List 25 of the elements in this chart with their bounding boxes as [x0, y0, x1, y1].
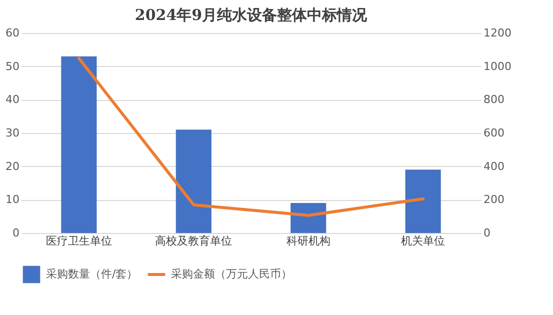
x-tick-label: 医疗卫生单位: [46, 234, 112, 248]
y-tick-label: 0: [12, 226, 20, 240]
bar: [61, 56, 97, 233]
y2-tick-label: 200: [484, 193, 504, 206]
x-tick-label: 机关单位: [401, 234, 446, 248]
y-tick-label: 40: [6, 93, 20, 106]
y2-tick-label: 1000: [484, 60, 512, 73]
chart-title: 2024年9月纯水设备整体中标情况: [134, 6, 368, 24]
y2-tick-label: 600: [484, 126, 504, 140]
bar: [176, 130, 212, 233]
y2-tick-label: 1200: [484, 26, 512, 40]
y-tick-label: 50: [6, 60, 20, 73]
y2-tick-label: 800: [484, 93, 504, 106]
line-series: [77, 56, 425, 217]
y-tick-label: 10: [6, 193, 20, 206]
x-tick-label: 科研机构: [286, 234, 330, 248]
y-tick-label: 60: [6, 26, 20, 40]
y2-tick-label: 400: [484, 160, 504, 173]
y-tick-label: 20: [6, 160, 20, 173]
legend-label: 采购金额（万元人民币）: [171, 268, 292, 280]
y-tick-label: 30: [6, 126, 20, 140]
y2-tick-label: 0: [484, 226, 490, 240]
x-tick-label: 高校及教育单位: [155, 234, 232, 248]
bar: [405, 170, 441, 233]
legend-label: 采购数量（件/套）: [46, 268, 138, 280]
